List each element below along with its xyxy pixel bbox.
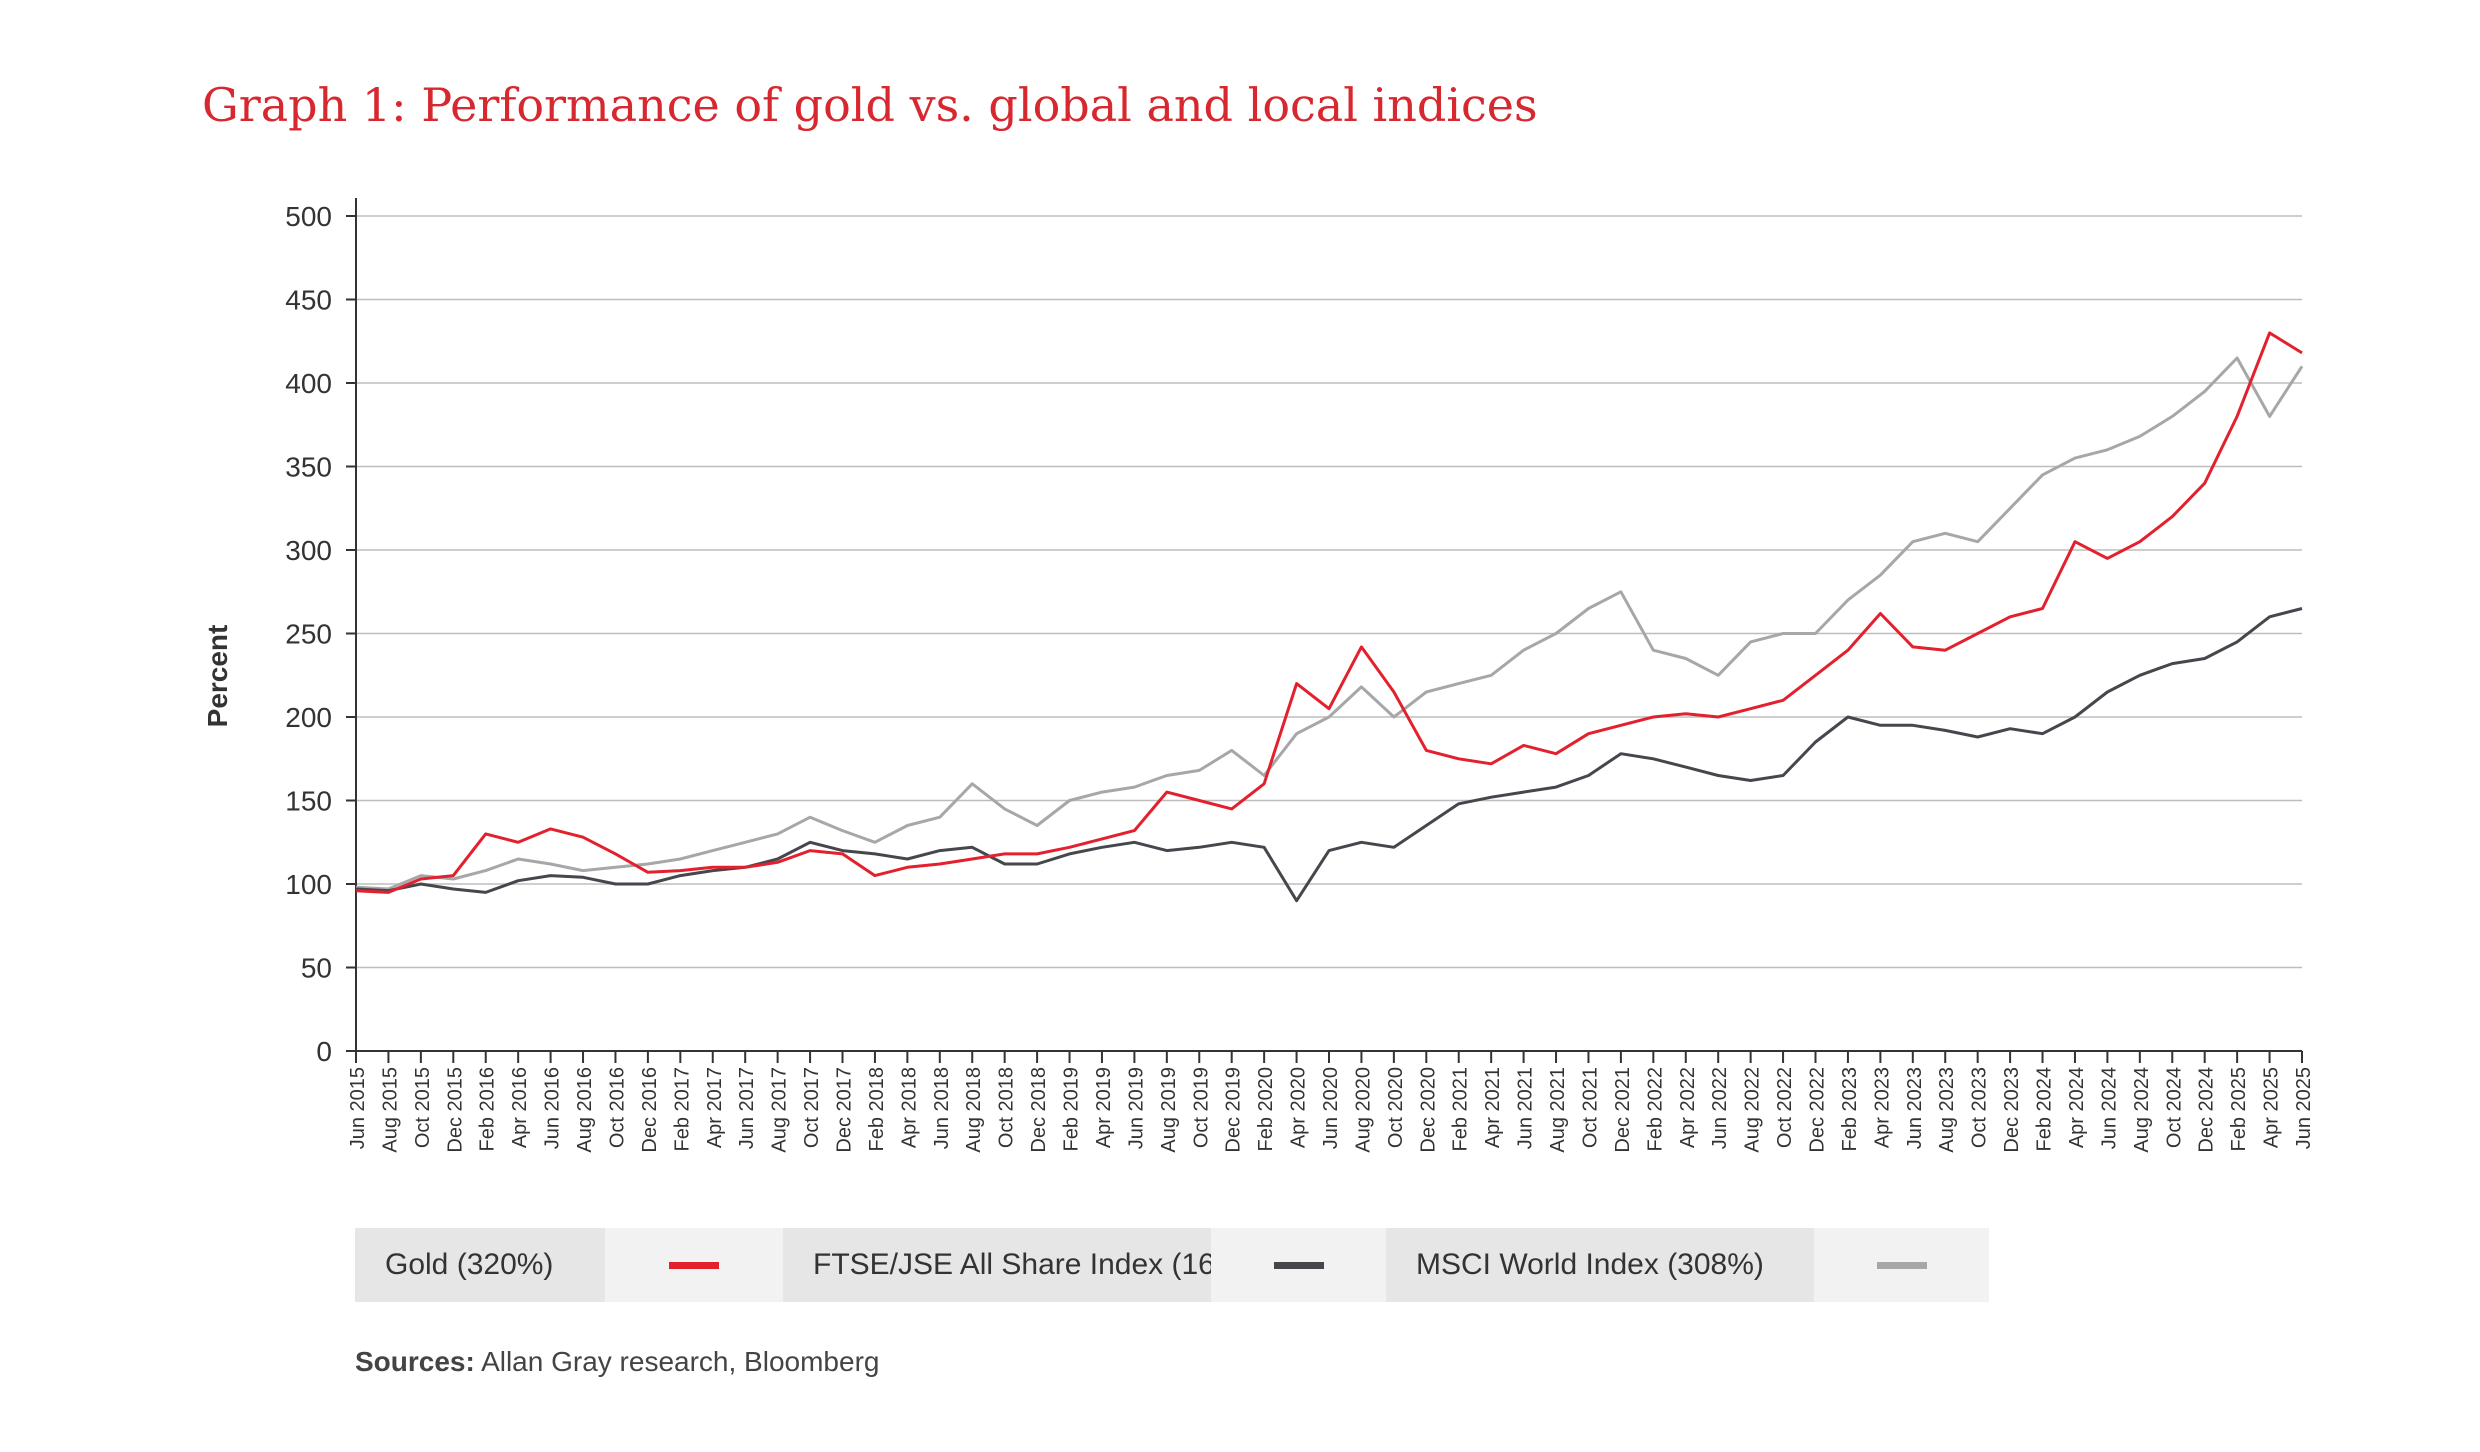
x-tick-label: Jun 2023 (1904, 1067, 1926, 1149)
y-tick-label: 50 (301, 953, 332, 984)
legend-swatch-ftse-jse-cell (1211, 1228, 1386, 1302)
x-tick-label: Apr 2016 (509, 1067, 531, 1148)
x-tick-label: Dec 2024 (2196, 1067, 2218, 1153)
series-lines (355, 331, 2304, 903)
gold-line (355, 331, 2303, 894)
x-tick-label: Apr 2017 (704, 1067, 726, 1148)
x-tick-label: Dec 2022 (1807, 1067, 1829, 1153)
legend: Gold (320%) FTSE/JSE All Share Index (16… (355, 1228, 1989, 1302)
y-tick-label: 250 (285, 619, 332, 650)
y-tick-label: 350 (285, 452, 332, 483)
y-axis-ticks: 0 50 100 150 200 250 300 350 400 450 500 (285, 201, 356, 1067)
x-tick-label: Aug 2020 (1352, 1067, 1374, 1153)
y-tick-label: 200 (285, 702, 332, 733)
x-tick-label: Feb 2024 (2034, 1067, 2056, 1152)
x-tick-label: Aug 2017 (769, 1067, 791, 1153)
x-tick-label: Feb 2022 (1644, 1067, 1666, 1152)
x-tick-label: Aug 2024 (2131, 1067, 2153, 1153)
x-tick-label: Oct 2024 (2163, 1067, 2185, 1148)
x-tick-label: Oct 2019 (1190, 1067, 1212, 1148)
x-tick-label: Feb 2023 (1839, 1067, 1861, 1152)
x-tick-label: Dec 2021 (1612, 1067, 1634, 1153)
x-tick-label: Feb 2017 (671, 1067, 693, 1152)
x-tick-label: Apr 2022 (1677, 1067, 1699, 1148)
legend-swatch-msci-world-cell (1814, 1228, 1989, 1302)
legend-label-ftse-jse: FTSE/JSE All Share Index (161%) (783, 1228, 1268, 1302)
y-tick-label: 400 (285, 368, 332, 399)
sources-text: Allan Gray research, Bloomberg (481, 1346, 880, 1377)
y-tick-label: 450 (285, 285, 332, 316)
x-axis-ticks: Jun 2015 Aug 2015 Oct 2015 Dec 2015 Feb 2016… (347, 1051, 2315, 1153)
legend-swatch-ftse-jse (1273, 1261, 1324, 1269)
y-tick-label: 0 (316, 1036, 332, 1067)
x-tick-label: Aug 2018 (963, 1067, 985, 1153)
x-tick-label: Jun 2016 (542, 1067, 564, 1149)
x-tick-label: Oct 2022 (1774, 1067, 1796, 1148)
x-tick-label: Apr 2018 (898, 1067, 920, 1148)
x-tick-label: Jun 2025 (2293, 1067, 2315, 1149)
x-tick-label: Aug 2019 (1158, 1067, 1180, 1153)
ftse-jse-line (355, 607, 2303, 903)
x-tick-label: Dec 2019 (1223, 1067, 1245, 1153)
x-tick-label: Oct 2015 (412, 1067, 434, 1148)
y-axis-label: Percent (202, 625, 233, 728)
x-tick-label: Jun 2024 (2098, 1067, 2120, 1149)
y-tick-label: 500 (285, 201, 332, 232)
x-tick-label: Jun 2018 (931, 1067, 953, 1149)
sources-note: Sources: Allan Gray research, Bloomberg (355, 1346, 879, 1378)
x-tick-label: Aug 2023 (1936, 1067, 1958, 1153)
y-tick-label: 150 (285, 786, 332, 817)
x-tick-label: Jun 2017 (736, 1067, 758, 1149)
x-tick-label: Jun 2019 (1125, 1067, 1147, 1149)
y-tick-label: 300 (285, 535, 332, 566)
x-tick-label: Feb 2016 (477, 1067, 499, 1152)
x-tick-label: Feb 2019 (1061, 1067, 1083, 1152)
x-tick-label: Feb 2025 (2228, 1067, 2250, 1152)
x-tick-label: Oct 2016 (606, 1067, 628, 1148)
x-tick-label: Feb 2018 (866, 1067, 888, 1152)
x-tick-label: Feb 2021 (1450, 1067, 1472, 1152)
x-tick-label: Dec 2017 (834, 1067, 856, 1153)
x-tick-label: Aug 2016 (574, 1067, 596, 1153)
x-tick-label: Oct 2021 (1579, 1067, 1601, 1148)
sources-label: Sources: (355, 1346, 475, 1377)
x-tick-label: Apr 2019 (1093, 1067, 1115, 1148)
x-tick-label: Jun 2020 (1320, 1067, 1342, 1149)
x-tick-label: Jun 2015 (347, 1067, 369, 1149)
y-tick-label: 100 (285, 869, 332, 900)
x-tick-label: Apr 2020 (1288, 1067, 1310, 1148)
chart-title: Graph 1: Performance of gold vs. global … (202, 78, 1538, 132)
x-tick-label: Apr 2023 (1871, 1067, 1893, 1148)
legend-swatch-msci-world (1876, 1261, 1927, 1269)
x-tick-label: Oct 2023 (1969, 1067, 1991, 1148)
x-tick-label: Dec 2023 (2001, 1067, 2023, 1153)
gridlines (356, 215, 2302, 969)
msci-world-line (355, 356, 2304, 891)
x-tick-label: Apr 2021 (1482, 1067, 1504, 1148)
x-tick-label: Oct 2017 (801, 1067, 823, 1148)
legend-label-msci-world: MSCI World Index (308%) (1386, 1228, 1814, 1302)
x-tick-label: Oct 2018 (996, 1067, 1018, 1148)
x-tick-label: Oct 2020 (1385, 1067, 1407, 1148)
x-tick-label: Aug 2022 (1742, 1067, 1764, 1153)
axes (355, 198, 2302, 1052)
x-tick-label: Dec 2015 (444, 1067, 466, 1153)
x-tick-label: Apr 2025 (2261, 1067, 2283, 1148)
x-tick-label: Dec 2018 (1028, 1067, 1050, 1153)
x-tick-label: Apr 2024 (2066, 1067, 2088, 1148)
x-tick-label: Jun 2021 (1515, 1067, 1537, 1149)
legend-swatch-gold-cell (605, 1228, 783, 1302)
x-tick-label: Feb 2020 (1255, 1067, 1277, 1152)
x-tick-label: Aug 2021 (1547, 1067, 1569, 1153)
x-tick-label: Dec 2016 (639, 1067, 661, 1153)
x-tick-label: Dec 2020 (1417, 1067, 1439, 1153)
legend-label-gold: Gold (320%) (355, 1228, 605, 1302)
x-tick-label: Aug 2015 (379, 1067, 401, 1153)
x-tick-label: Jun 2022 (1709, 1067, 1731, 1149)
legend-swatch-gold (669, 1261, 719, 1269)
